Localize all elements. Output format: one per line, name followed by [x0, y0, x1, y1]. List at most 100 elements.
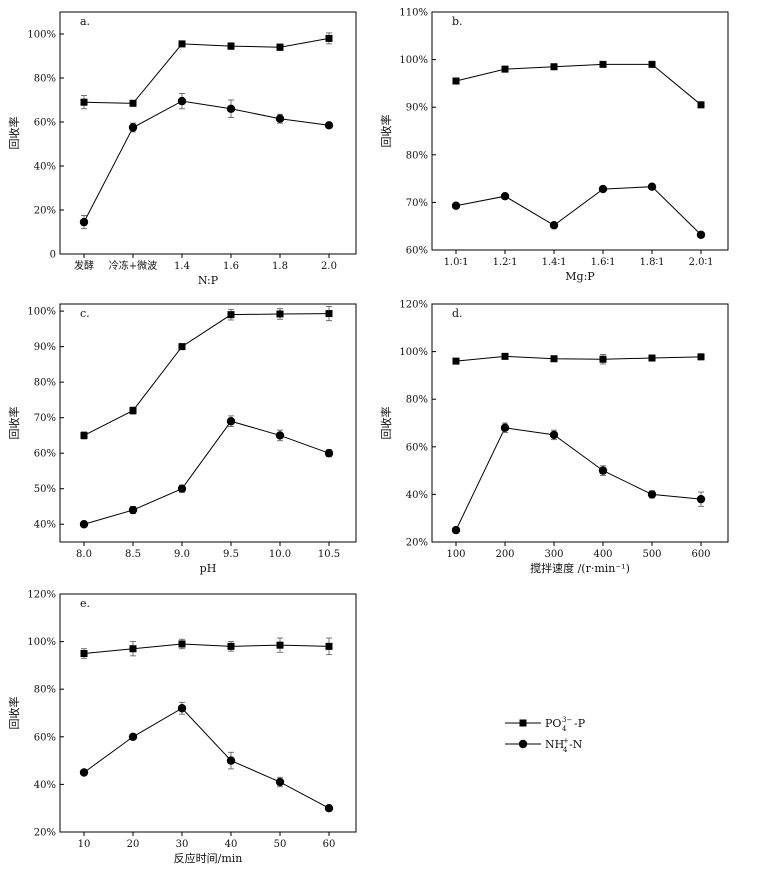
- x-tick-label: 1.8∶1: [640, 257, 665, 268]
- chart-5: 20% 40% 60% 80% 100% 120% 10 20 30 40 50 60 e. 反应时间/m…: [7, 590, 357, 865]
- panel-label: b.: [452, 15, 463, 28]
- x-axis-title: N:P: [198, 274, 219, 287]
- series-line: [455, 355, 702, 362]
- y-tick-label: 60%: [406, 442, 428, 453]
- plot-frame: [59, 303, 357, 543]
- data-point-circle: [79, 520, 89, 529]
- x-tick-label: 500: [642, 549, 661, 560]
- x-tick-label: 10.5: [318, 549, 340, 560]
- x-tick-label: 600: [691, 549, 710, 560]
- data-point-circle: [324, 121, 334, 130]
- data-point-square: [550, 355, 558, 363]
- data-point-circle: [275, 777, 285, 787]
- panel-label: e.: [80, 597, 90, 610]
- series-po4-p: [80, 637, 333, 659]
- y-tick-label: 20%: [34, 828, 56, 839]
- plot-frame: [431, 303, 729, 543]
- legend-item-nh4-n: NH+ 4 -N: [505, 737, 583, 754]
- series-po4-p: [80, 32, 333, 110]
- x-tick-label: 1.6: [223, 261, 239, 272]
- data-point-square: [599, 60, 607, 68]
- y-tick-label: 60%: [34, 732, 56, 743]
- series-line: [83, 643, 330, 654]
- data-point-circle: [226, 104, 236, 114]
- x-tick-label: 2.0∶1: [689, 257, 714, 268]
- y-tick-label: 100%: [27, 637, 56, 648]
- data-point-square: [178, 343, 186, 351]
- x-tick-label: 9.5: [223, 549, 239, 560]
- series-line: [455, 186, 702, 236]
- data-point-circle: [500, 423, 510, 432]
- data-point-circle: [275, 114, 285, 123]
- y-tick-label: 40%: [34, 780, 56, 791]
- x-tick-label: 400: [593, 549, 612, 560]
- y-tick-label: 40%: [406, 490, 428, 501]
- series-nh4-n: [79, 415, 334, 529]
- y-tick-label: 40%: [34, 162, 56, 173]
- data-point-square: [276, 641, 284, 649]
- y-tick-label: 70%: [34, 413, 56, 424]
- data-point-square: [599, 355, 607, 363]
- data-point-circle: [177, 704, 187, 713]
- data-point-square: [501, 65, 509, 73]
- y-axis-title: 回收率: [7, 697, 21, 730]
- data-point-circle: [598, 184, 608, 194]
- legend-item-po4-p: PO3− 4 -P: [505, 716, 586, 733]
- x-tick-label: 1.0∶1: [444, 257, 469, 268]
- data-point-circle: [226, 756, 236, 765]
- panel-label: a.: [80, 15, 90, 28]
- x-tick-label: 30: [176, 839, 189, 850]
- data-point-square: [452, 77, 460, 85]
- data-point-square: [227, 42, 235, 50]
- y-tick-label: 50%: [34, 484, 56, 495]
- x-axis-title: Mg:P: [565, 270, 595, 283]
- x-tick-label: 1.8: [272, 261, 288, 272]
- data-point-circle: [226, 417, 236, 426]
- data-point-square: [227, 642, 235, 650]
- data-point-circle: [177, 484, 187, 493]
- x-tick-label: 60: [323, 839, 336, 850]
- charts-group: 0 20% 40% 60% 80% 100% 发酵 冷冻+微波 1.4 1.6 1.8 2.0 a. N:…: [7, 8, 729, 865]
- y-tick-label: 90%: [406, 103, 428, 114]
- y-tick-label: 20%: [34, 206, 56, 217]
- y-tick-label: 60%: [34, 449, 56, 460]
- series-po4-p: [452, 352, 705, 365]
- y-axis-title: 回收率: [7, 407, 21, 440]
- data-point-circle: [647, 490, 657, 499]
- x-tick-label: 9.0: [174, 549, 190, 560]
- y-tick-label: 120%: [27, 590, 56, 601]
- legend-label: PO3− 4 -P: [545, 716, 586, 733]
- y-tick-label: 120%: [399, 300, 428, 311]
- y-tick-label: 100%: [27, 30, 56, 41]
- data-point-circle: [128, 123, 138, 132]
- x-axis-title: 反应时间/min: [174, 851, 243, 865]
- data-point-circle: [451, 525, 461, 535]
- data-point-circle: [79, 768, 89, 777]
- data-point-square: [80, 431, 88, 439]
- data-point-circle: [275, 431, 285, 440]
- x-tick-label: 1.2∶1: [493, 257, 518, 268]
- chart-1: 0 20% 40% 60% 80% 100% 发酵 冷冻+微波 1.4 1.6 1.8 2.0 a. N:…: [7, 11, 357, 287]
- plot-frame: [59, 11, 357, 255]
- y-tick-label: 110%: [399, 8, 428, 19]
- data-point-square: [276, 310, 284, 318]
- data-point-square: [648, 354, 656, 362]
- series-line: [83, 313, 330, 436]
- x-tick-label: 发酵: [74, 259, 94, 272]
- data-point-square: [178, 40, 186, 48]
- data-point-square: [501, 352, 509, 360]
- x-tick-label: 100: [446, 549, 465, 560]
- data-point-square: [550, 63, 558, 71]
- data-point-square: [697, 353, 705, 361]
- legend-label: NH+ 4 -N: [545, 737, 583, 754]
- data-point-square: [129, 645, 137, 653]
- x-tick-label: 冷冻+微波: [109, 259, 157, 272]
- series-po4-p: [80, 306, 333, 440]
- y-tick-label: 100%: [27, 307, 56, 318]
- x-tick-label: 200: [495, 549, 514, 560]
- legend-marker-circle: [518, 739, 528, 749]
- data-point-square: [178, 640, 186, 648]
- x-axis-title: 搅拌速度 /(r·min⁻¹): [530, 561, 630, 575]
- y-tick-label: 20%: [406, 538, 428, 549]
- series-line: [83, 707, 330, 809]
